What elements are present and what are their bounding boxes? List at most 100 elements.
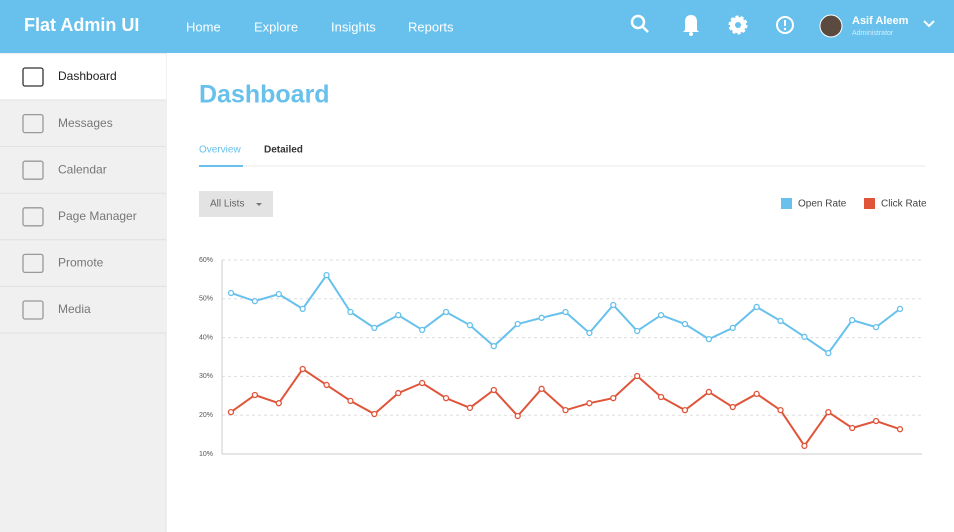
nav-item[interactable]: Insights — [331, 19, 376, 34]
data-point — [657, 311, 665, 319]
data-point — [323, 381, 330, 389]
data-point — [490, 342, 497, 350]
data-point — [299, 365, 306, 373]
data-point — [466, 404, 474, 411]
data-point — [395, 389, 402, 397]
data-point — [872, 323, 880, 331]
data-point — [227, 408, 235, 416]
data-point — [801, 333, 808, 340]
data-point — [896, 305, 904, 313]
data-point — [681, 320, 689, 328]
data-point — [586, 329, 593, 337]
brand[interactable]: Flat Admin UI — [24, 15, 139, 35]
tab-active[interactable]: Overview — [199, 145, 241, 156]
sidebar-label[interactable]: Calendar — [58, 162, 107, 176]
data-point — [657, 393, 665, 401]
y-tick-label: 60% — [199, 257, 213, 264]
page-title: Dashboard — [199, 81, 330, 109]
sidebar-item[interactable] — [0, 54, 166, 100]
data-point — [275, 290, 282, 298]
nav-item[interactable]: Reports — [408, 19, 454, 34]
avatar[interactable] — [819, 14, 843, 38]
bell-icon[interactable] — [683, 15, 699, 36]
data-point — [466, 322, 474, 329]
data-point — [729, 324, 736, 332]
sidebar-icon — [22, 67, 44, 87]
data-point — [371, 410, 378, 418]
sidebar-icon — [22, 113, 44, 134]
data-point — [681, 407, 689, 414]
legend-label: Open Rate — [798, 199, 847, 210]
data-point — [538, 314, 545, 321]
data-point — [490, 386, 497, 394]
nav-item[interactable]: Explore — [254, 19, 298, 34]
nav-item[interactable]: Home — [186, 19, 221, 34]
sidebar-item[interactable] — [0, 240, 166, 287]
data-point — [777, 407, 784, 414]
line-chart: 10% 20% 30% 40% 50% 60% Open Rate Click Rate — [199, 198, 927, 458]
y-tick-label: 20% — [199, 412, 213, 419]
alert-icon[interactable] — [776, 16, 794, 34]
data-point — [323, 271, 330, 279]
data-point — [634, 327, 641, 335]
data-point — [849, 316, 856, 324]
sidebar-items: Dashboard Messages Calendar Page Manager Pro… — [0, 54, 166, 334]
data-point — [729, 403, 736, 411]
data-point — [825, 349, 832, 357]
data-point — [442, 308, 450, 316]
sidebar-icon — [22, 253, 44, 274]
data-point — [849, 424, 856, 432]
sidebar-icon — [22, 160, 44, 180]
y-tick-label: 10% — [199, 451, 213, 458]
data-point — [801, 442, 808, 450]
y-tick-label: 50% — [199, 296, 213, 303]
sidebar-label[interactable]: Page Manager — [58, 209, 137, 223]
legend-swatch — [781, 198, 792, 209]
data-point — [753, 303, 760, 311]
data-point — [299, 305, 306, 313]
sidebar-label[interactable]: Promote — [58, 256, 104, 270]
sidebar-label[interactable]: Messages — [58, 116, 113, 130]
data-point — [275, 400, 282, 407]
search-icon[interactable] — [630, 14, 649, 33]
user-role: Administrator — [852, 30, 894, 37]
header-bar — [0, 0, 954, 53]
data-point — [514, 412, 521, 420]
data-point — [538, 385, 545, 392]
user-name[interactable]: Asif Aleem — [852, 15, 909, 27]
data-point — [705, 388, 713, 396]
gear-icon[interactable] — [728, 15, 748, 35]
data-point — [610, 394, 617, 402]
sidebar-item[interactable] — [0, 147, 166, 194]
sidebar-item[interactable] — [0, 100, 166, 147]
data-point — [347, 397, 354, 404]
sidebar-item[interactable] — [0, 287, 166, 333]
tab[interactable]: Detailed — [264, 145, 303, 156]
data-point — [562, 308, 569, 316]
data-point — [418, 379, 426, 387]
data-point — [586, 400, 593, 407]
data-point — [896, 426, 904, 433]
sidebar-label[interactable]: Media — [58, 302, 91, 316]
user-menu-chevron[interactable] — [923, 20, 935, 28]
sidebar-item[interactable] — [0, 193, 166, 240]
data-point — [777, 317, 784, 325]
data-point — [705, 336, 713, 343]
sidebar-label[interactable]: Dashboard — [58, 69, 117, 83]
data-point — [251, 391, 259, 399]
data-point — [825, 408, 832, 416]
data-point — [395, 311, 402, 319]
data-point — [418, 326, 426, 333]
data-point — [753, 390, 760, 398]
sidebar-icon — [22, 300, 44, 320]
data-point — [227, 289, 235, 297]
data-point — [610, 301, 617, 309]
data-point — [251, 297, 259, 305]
data-point — [347, 308, 354, 316]
data-point — [442, 394, 450, 402]
dropdown-label[interactable]: All Lists — [210, 199, 244, 210]
data-point — [562, 407, 569, 414]
legend-swatch — [864, 198, 875, 209]
y-tick-label: 30% — [199, 373, 213, 380]
